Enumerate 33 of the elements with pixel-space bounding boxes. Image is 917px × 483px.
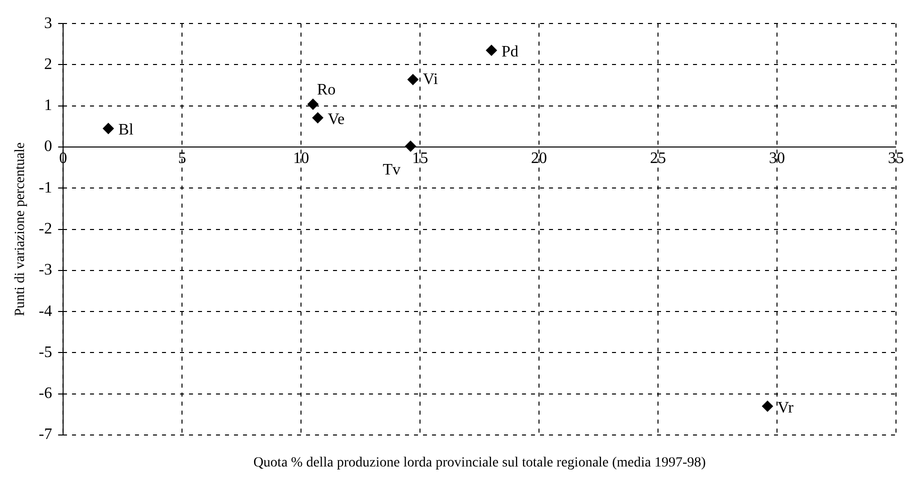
y-axis-title: Punti di variazione percentuale [13,142,28,316]
y-tick-label: -3 [38,262,52,279]
point [407,74,418,86]
series-label: Tv [382,161,401,178]
x-tick-label: 35 [888,150,904,167]
y-tick-label: -2 [38,220,52,238]
series-label: Pd [501,44,518,61]
y-tick-label: 0 [44,138,52,156]
series-label: Vi [422,70,439,88]
y-tick-label: 1 [44,97,52,114]
y-tick-label: -6 [38,385,52,402]
y-tick-label: -1 [38,179,52,196]
series-label: Bl [118,122,134,139]
x-axis-title: Quota % della produzione lorda provinciale sul totale regionale (media 1997-98) [253,456,706,471]
point [102,123,114,134]
point [762,400,773,412]
x-tick-label: 5 [178,150,186,167]
y-tick-label: 3 [44,14,52,32]
y-tick-label: 2 [44,56,52,73]
y-tick-label: -7 [38,426,52,444]
x-tick-label: 20 [531,150,548,167]
point [312,112,324,124]
y-tick-label: -4 [38,302,52,320]
y-tick-label: -5 [38,344,52,361]
point [486,44,497,56]
x-tick-label: 15 [412,150,428,167]
series-label: Vr [778,399,794,416]
series-label: Ve [328,111,345,128]
x-tick-label: 25 [650,150,666,167]
x-tick-label: 10 [293,150,310,167]
series-label: Ro [316,81,336,98]
x-tick-label: 30 [769,150,786,167]
point [307,98,318,110]
